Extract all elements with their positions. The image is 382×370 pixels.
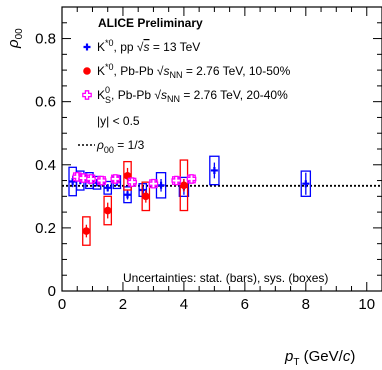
data-series bbox=[68, 155, 312, 246]
x-tick-label: 6 bbox=[241, 296, 249, 313]
data-point bbox=[148, 178, 159, 189]
axis-ticks: 0 2 4 6 8 10 0 0.2 0.4 0.6 0.8 bbox=[35, 7, 382, 313]
data-point bbox=[86, 174, 96, 184]
legend-label-kstar-pp: K*0, pp √s = 13 TeV bbox=[97, 38, 200, 54]
legend-marker-0 bbox=[83, 43, 91, 51]
data-point bbox=[104, 184, 112, 192]
series-2 bbox=[72, 171, 197, 189]
data-point bbox=[124, 191, 132, 199]
x-tick-label: 4 bbox=[180, 296, 188, 313]
x-tick-label: 0 bbox=[58, 296, 66, 313]
legend-marker-k0s-pbpb bbox=[82, 90, 92, 100]
data-point bbox=[127, 177, 137, 187]
data-point bbox=[72, 171, 83, 182]
y-tick-label: 0.2 bbox=[35, 220, 56, 237]
data-point bbox=[186, 174, 197, 184]
y-axis-label: ρ00 bbox=[5, 28, 25, 49]
data-point bbox=[210, 166, 218, 174]
y-axis-label-sub: 00 bbox=[14, 28, 25, 40]
legend-entry-k0s-pbpb: K0 S, Pb-Pb √sNN = 2.76 TeV, 20-40% bbox=[82, 85, 288, 105]
x-axis-label-main: p bbox=[284, 348, 293, 365]
data-point bbox=[110, 174, 121, 184]
sys-box bbox=[300, 170, 312, 197]
legend-label-k0s-pbpb: K0 S, Pb-Pb √sNN = 2.76 TeV, 20-40% bbox=[97, 85, 288, 105]
legend: ALICE Preliminary K*0, pp √s = 13 TeV K*… bbox=[78, 16, 291, 155]
legend-marker-kstar-pp bbox=[83, 43, 91, 51]
x-axis-label: pT (GeV/c) bbox=[284, 348, 355, 368]
x-tick-label: 2 bbox=[119, 296, 127, 313]
x-tick-label: 10 bbox=[358, 296, 375, 313]
y-tick-label: 0.4 bbox=[35, 157, 56, 174]
data-point bbox=[171, 175, 182, 186]
data-point bbox=[302, 180, 310, 188]
x-axis-label-sub: T bbox=[293, 357, 299, 368]
uncertainty-footnote: Uncertainties: stat. (bars), sys. (boxes… bbox=[123, 271, 328, 285]
x-axis-label-unit-pre: (GeV/ bbox=[299, 348, 343, 365]
sys-box bbox=[123, 186, 132, 204]
series-1 bbox=[82, 159, 189, 246]
legend-marker-kstar-pbpb bbox=[83, 67, 91, 75]
sys-box bbox=[209, 155, 220, 186]
y-axis-label-main: ρ bbox=[5, 39, 22, 49]
legend-label-kstar-pbpb: K*0, Pb-Pb √sNN = 2.76 TeV, 10-50% bbox=[97, 62, 291, 80]
legend-entry-kstar-pbpb: K*0, Pb-Pb √sNN = 2.76 TeV, 10-50% bbox=[83, 62, 291, 80]
legend-title: ALICE Preliminary bbox=[98, 16, 203, 30]
data-point bbox=[103, 206, 112, 215]
y-tick-label: 0.6 bbox=[35, 94, 56, 111]
data-point bbox=[157, 181, 165, 189]
y-tick-label: 0 bbox=[48, 283, 56, 300]
y-tick-label: 0.8 bbox=[35, 31, 56, 48]
legend-entry-kstar-pp: K*0, pp √s = 13 TeV bbox=[83, 38, 200, 54]
sys-box bbox=[103, 180, 113, 195]
data-point bbox=[142, 192, 150, 201]
data-point bbox=[78, 173, 89, 183]
legend-entry-reference: ρ00 = 1/3 bbox=[78, 138, 145, 155]
legend-marker-2 bbox=[82, 90, 92, 100]
data-point bbox=[82, 227, 91, 235]
x-axis-label-unit-c: c bbox=[343, 348, 351, 365]
x-axis-label-unit-post: ) bbox=[350, 348, 355, 365]
data-point bbox=[180, 181, 188, 190]
data-point bbox=[96, 175, 107, 186]
legend-marker-1 bbox=[83, 67, 91, 75]
legend-reference-label: ρ00 = 1/3 bbox=[96, 138, 145, 155]
legend-rapidity-cut: |y| < 0.5 bbox=[97, 114, 140, 128]
x-tick-label: 8 bbox=[302, 296, 310, 313]
sys-box bbox=[178, 176, 190, 197]
